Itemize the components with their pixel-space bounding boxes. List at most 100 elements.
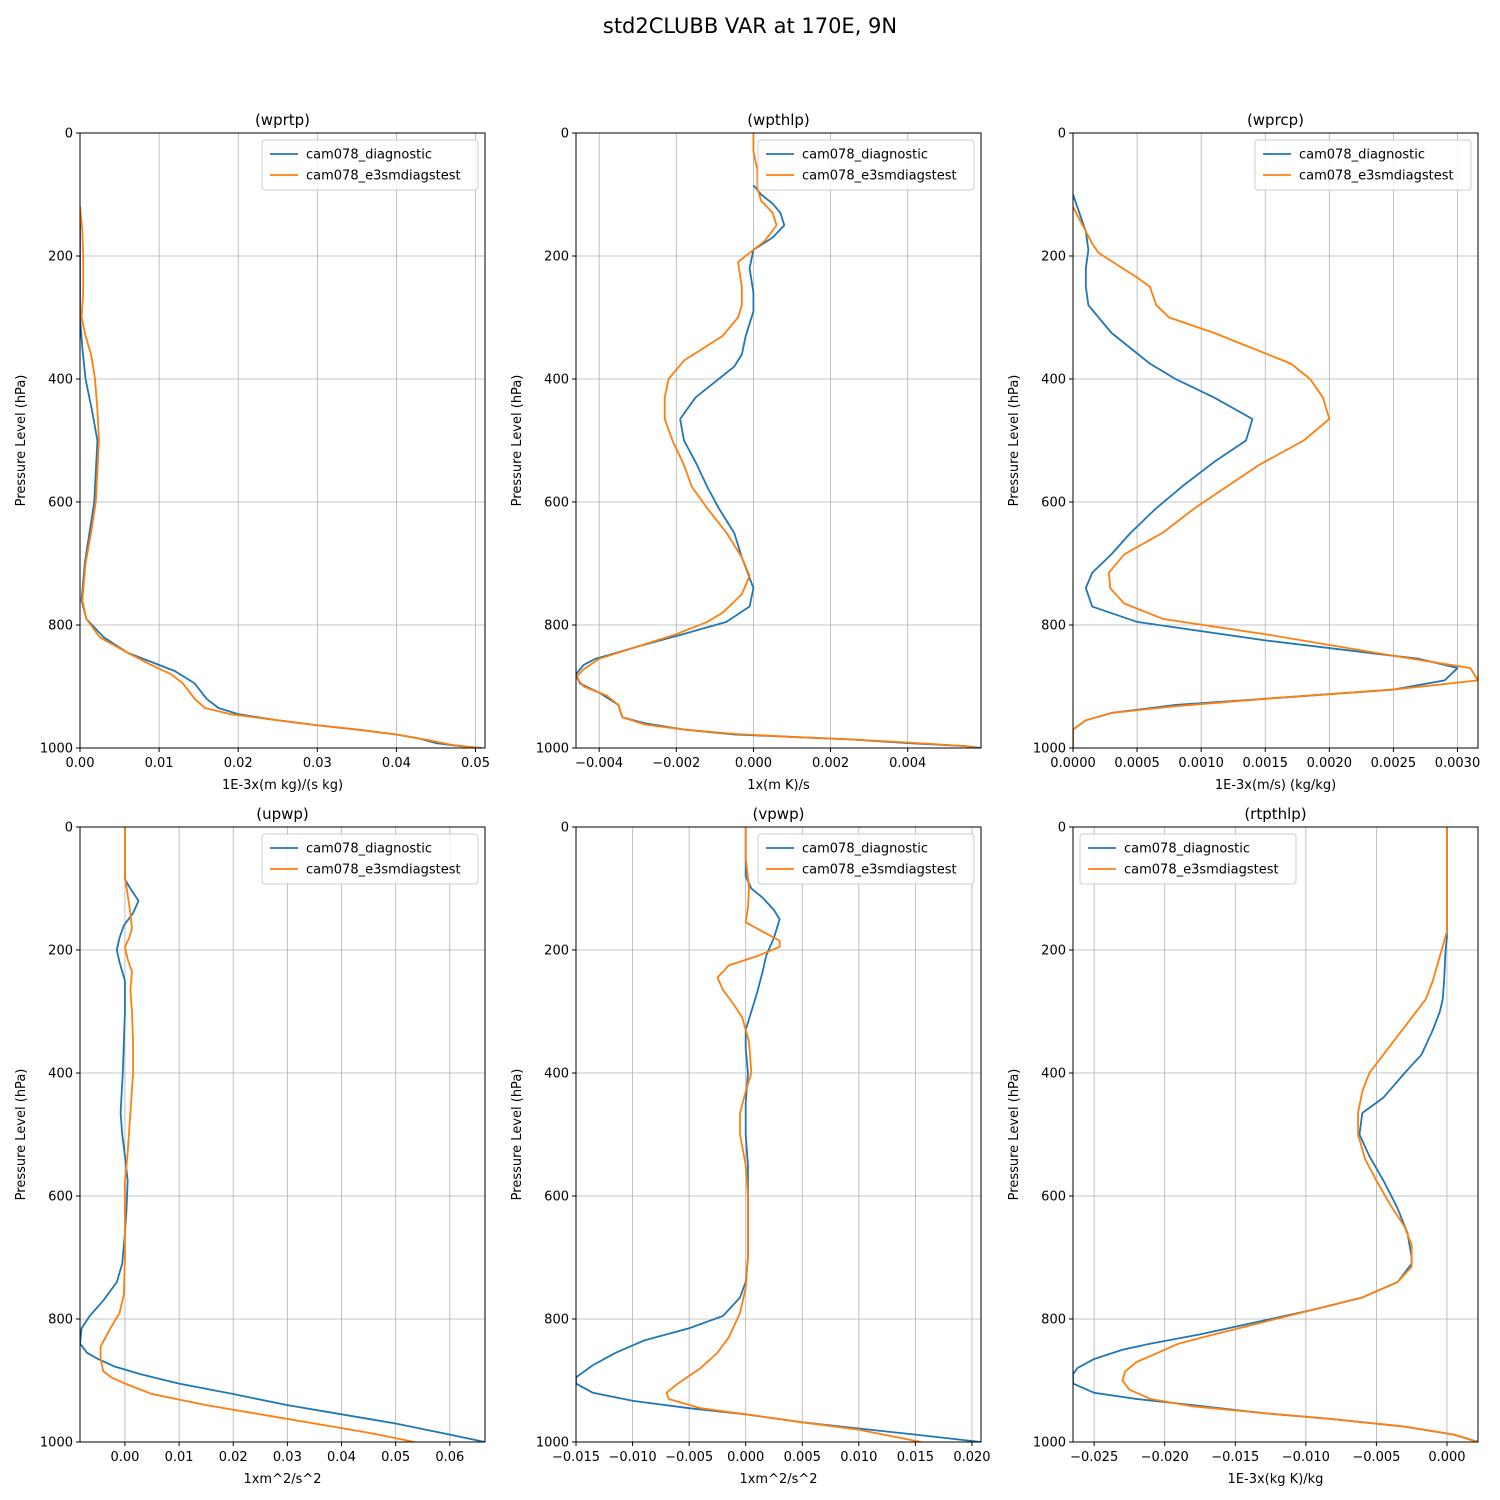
y-tick-label: 1000 [1033,742,1066,757]
panel-title: (vpwp) [753,805,805,823]
y-tick-label: 400 [1041,373,1066,388]
x-tick-label: 0.000 [735,756,772,771]
x-tick-label: 0.02 [219,1450,248,1465]
y-tick-label: 1000 [1033,1436,1066,1451]
y-axis-label: Pressure Level (hPa) [510,375,525,507]
legend-label-1: cam078_diagnostic [306,148,432,163]
x-tick-label: 0.010 [840,1450,877,1465]
y-tick-label: 400 [544,1067,569,1082]
y-tick-label: 600 [1041,1190,1066,1205]
x-axis-label: 1E-3x(m kg)/(s kg) [222,778,343,793]
x-tick-label: 0.000 [1428,1450,1465,1465]
axes-frame [575,826,982,1443]
legend-label-1: cam078_diagnostic [802,148,928,163]
x-tick-label: 0.05 [381,1450,410,1465]
x-tick-label: 0.000 [727,1450,764,1465]
panel-title: (wprtp) [255,111,310,129]
x-tick-label: −0.005 [665,1450,713,1465]
x-tick-label: −0.020 [1141,1450,1189,1465]
x-tick-label: 0.004 [889,756,926,771]
y-tick-label: 200 [1041,250,1066,265]
axes-frame [79,826,486,1443]
y-tick-label: 1000 [40,742,73,757]
x-tick-label: −0.004 [575,756,623,771]
panel-title: (upwp) [256,805,309,823]
x-tick-label: 0.02 [224,756,253,771]
panel-4: 0 200 400 600 800 1000 0.00 0.01 0.02 0.03 0.04 0.0… [14,805,486,1487]
legend-label-1: cam078_diagnostic [1299,148,1425,163]
x-axis-label: 1xm^2/s^2 [243,1472,321,1487]
panel-2: 0 200 400 600 800 1000 −0.004 −0.002 0.000 0.002 0… [510,111,982,793]
y-axis-label: Pressure Level (hPa) [14,375,29,507]
legend: cam078_diagnostic cam078_e3smdiagstest [1079,833,1297,885]
y-axis-label: Pressure Level (hPa) [510,1069,525,1201]
y-tick-label: 1000 [536,742,569,757]
y-tick-label: 200 [544,944,569,959]
x-tick-label: 0.05 [461,756,490,771]
x-tick-label: 0.03 [273,1450,302,1465]
y-tick-label: 600 [544,1190,569,1205]
series-line-1 [80,206,482,748]
y-tick-label: 200 [1041,944,1066,959]
x-tick-label: 0.005 [784,1450,821,1465]
y-axis-label: Pressure Level (hPa) [14,1069,29,1201]
x-tick-label: 0.015 [897,1450,934,1465]
x-tick-label: 0.0010 [1178,756,1224,771]
y-tick-label: 400 [48,373,73,388]
legend: cam078_diagnostic cam078_e3smdiagstest [1254,139,1472,191]
y-tick-label: 0 [561,127,569,142]
y-tick-label: 800 [1041,619,1066,634]
x-tick-label: 0.00 [110,1450,139,1465]
y-tick-label: 800 [544,619,569,634]
legend-label-2: cam078_e3smdiagstest [802,169,957,184]
panel-title: (wpthlp) [747,111,810,129]
legend-box [757,139,975,191]
x-tick-label: −0.005 [1352,1450,1400,1465]
x-tick-label: 0.06 [435,1450,464,1465]
series-line-1 [576,184,981,748]
y-tick-label: 400 [1041,1067,1066,1082]
x-tick-label: −0.015 [552,1450,600,1465]
legend: cam078_diagnostic cam078_e3smdiagstest [261,833,479,885]
y-tick-label: 0 [65,127,73,142]
y-tick-label: 800 [1041,1313,1066,1328]
legend-label-2: cam078_e3smdiagstest [1299,169,1454,184]
figure-title: std2CLUBB VAR at 170E, 9N [602,14,898,38]
y-tick-label: 0 [1058,127,1066,142]
legend: cam078_diagnostic cam078_e3smdiagstest [757,833,975,885]
y-tick-label: 400 [48,1067,73,1082]
legend-label-1: cam078_diagnostic [1124,842,1250,857]
x-tick-label: −0.010 [1282,1450,1330,1465]
axes-frame [79,132,486,749]
panel-title: (wprcp) [1247,111,1304,129]
y-tick-label: 600 [48,1190,73,1205]
series-line-1 [1073,827,1478,1442]
x-tick-label: −0.015 [1211,1450,1259,1465]
y-tick-label: 0 [65,821,73,836]
legend-label-2: cam078_e3smdiagstest [306,169,461,184]
x-tick-label: 0.01 [145,756,174,771]
x-tick-label: 0.0015 [1242,756,1288,771]
series-line-2 [665,827,922,1442]
x-tick-label: 0.00 [66,756,95,771]
series-line-1 [576,827,981,1442]
x-axis-label: 1E-3x(m/s) (kg/kg) [1215,778,1336,793]
y-tick-label: 0 [561,821,569,836]
x-tick-label: 0.0030 [1435,756,1481,771]
x-tick-label: −0.025 [1070,1450,1118,1465]
legend-box [261,139,479,191]
x-tick-label: 0.03 [303,756,332,771]
panel-title: (rtpthlp) [1244,805,1306,823]
x-axis-label: 1xm^2/s^2 [739,1472,817,1487]
y-tick-label: 400 [544,373,569,388]
axes-frame [1072,826,1479,1443]
legend-label-1: cam078_diagnostic [802,842,928,857]
y-tick-label: 200 [48,250,73,265]
x-tick-label: 0.002 [812,756,849,771]
y-tick-label: 800 [48,619,73,634]
legend-box [1079,833,1297,885]
y-tick-label: 800 [48,1313,73,1328]
